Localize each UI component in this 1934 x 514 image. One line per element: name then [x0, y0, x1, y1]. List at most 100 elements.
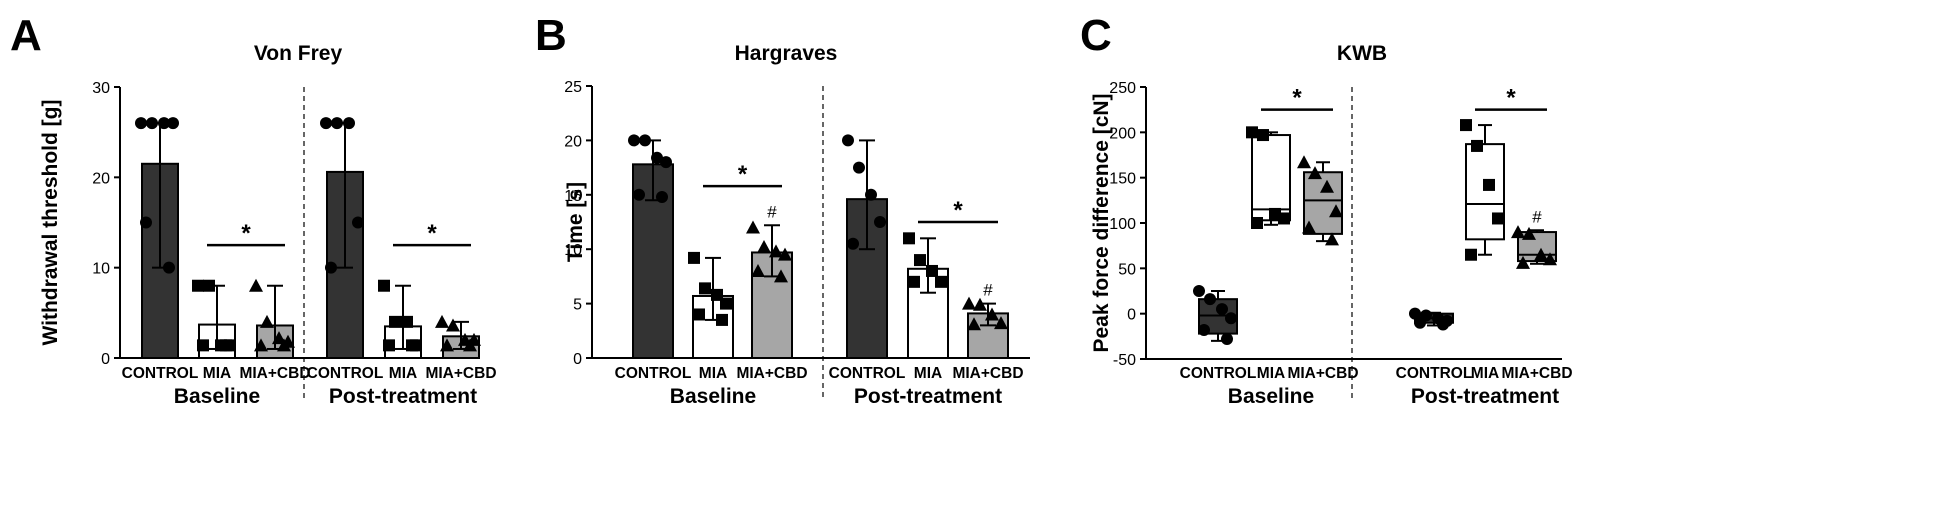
data-point	[1460, 119, 1472, 132]
data-point	[847, 237, 859, 250]
panel-b: B Hargraves 0 5 10 15 20 25 Time [s] CONTROL MIA # M…	[535, 11, 1030, 408]
data-point	[994, 316, 1008, 330]
data-point	[192, 279, 204, 292]
data-point	[260, 314, 274, 328]
panel-letter: A	[10, 11, 42, 60]
data-point	[874, 216, 886, 228]
data-point	[1471, 139, 1483, 152]
box-mia	[1251, 134, 1291, 222]
data-point	[1257, 129, 1269, 142]
data-point	[751, 263, 765, 277]
data-point	[352, 216, 364, 229]
y-axis-label: Time [s]	[564, 182, 587, 262]
data-point	[446, 318, 460, 332]
data-point	[1204, 293, 1216, 306]
data-point	[1414, 316, 1426, 329]
data-point	[1483, 178, 1495, 191]
category-label: MIA+CBD	[952, 365, 1023, 382]
annotation-hash: #	[983, 281, 993, 300]
data-point	[1465, 248, 1477, 261]
data-point	[1308, 166, 1322, 180]
category-label: CONTROL	[307, 365, 384, 382]
data-point	[774, 269, 788, 283]
category-label: MIA	[389, 365, 417, 382]
data-point	[926, 264, 938, 277]
significance-star: *	[241, 220, 251, 247]
data-point	[1221, 333, 1233, 346]
data-point	[1534, 247, 1548, 261]
box-mia	[1465, 143, 1505, 241]
y-tick-label: -50	[1113, 352, 1136, 369]
data-point	[463, 338, 477, 352]
data-point	[1437, 318, 1449, 331]
category-label: MIA+CBD	[1501, 365, 1572, 382]
data-point	[1522, 226, 1536, 240]
group-label: Post-treatment	[1411, 385, 1559, 408]
data-point	[1320, 179, 1334, 193]
data-point	[865, 188, 877, 201]
data-point	[146, 117, 158, 130]
data-point	[688, 251, 700, 264]
data-point	[1511, 225, 1525, 239]
group-label: Baseline	[174, 385, 260, 408]
data-point	[254, 338, 268, 352]
data-point	[163, 261, 175, 274]
category-label: CONTROL	[829, 365, 906, 382]
data-point	[1278, 212, 1290, 225]
data-point	[1516, 255, 1530, 269]
data-point	[320, 117, 332, 130]
data-point	[651, 151, 663, 164]
data-point	[203, 279, 215, 292]
data-point	[1198, 323, 1210, 336]
data-point	[746, 220, 760, 234]
data-point	[914, 254, 926, 267]
significance-star: *	[1292, 85, 1302, 112]
data-point	[853, 161, 865, 174]
y-tick-label: 20	[92, 170, 110, 187]
data-point	[769, 244, 783, 258]
significance-star: *	[738, 161, 748, 188]
data-point	[1225, 312, 1237, 325]
chart-title: Hargraves	[735, 42, 838, 65]
group-label: Baseline	[670, 385, 756, 408]
y-tick-label: 250	[1109, 80, 1136, 97]
y-tick-label: 25	[564, 79, 582, 96]
data-point	[1329, 204, 1343, 218]
data-point	[639, 134, 651, 147]
data-point	[633, 188, 645, 201]
data-point	[716, 313, 728, 326]
data-point	[1543, 252, 1557, 266]
group-label: Baseline	[1228, 385, 1314, 408]
data-point	[757, 240, 771, 254]
data-point	[699, 282, 711, 295]
data-point	[167, 117, 179, 130]
y-tick-label: 0	[101, 351, 110, 368]
panel-letter: B	[535, 11, 567, 60]
data-point	[331, 117, 343, 130]
data-point	[220, 339, 232, 352]
data-point	[693, 308, 705, 321]
data-point	[325, 261, 337, 274]
category-label: CONTROL	[1396, 365, 1473, 382]
y-tick-label: 0	[1127, 307, 1136, 324]
data-point	[389, 315, 401, 328]
panel-a: A Von Frey 0 10 20 30 Withdrawal threshold [g]…	[10, 11, 497, 408]
data-point	[1325, 232, 1339, 246]
data-point	[962, 296, 976, 310]
data-point	[272, 331, 286, 345]
data-point	[197, 339, 209, 352]
group-label: Post-treatment	[854, 385, 1002, 408]
y-tick-label: 0	[573, 351, 582, 368]
category-label: MIA	[1471, 365, 1499, 382]
y-axis-label: Peak force difference [cN]	[1090, 93, 1113, 352]
y-tick-label: 20	[564, 133, 582, 150]
data-point	[628, 134, 640, 147]
data-point	[985, 307, 999, 321]
data-point	[908, 275, 920, 288]
data-point	[406, 339, 418, 352]
category-label: MIA	[203, 365, 231, 382]
y-tick-label: 30	[92, 80, 110, 97]
data-point	[973, 297, 987, 311]
